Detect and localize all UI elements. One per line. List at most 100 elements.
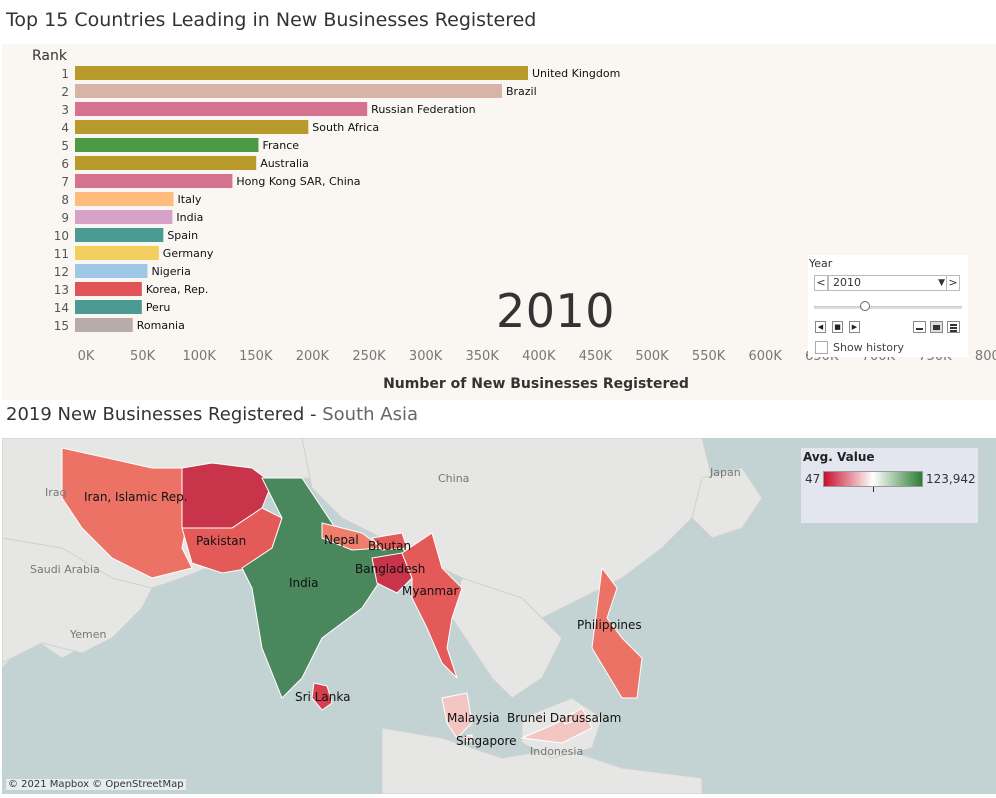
legend-min: 47: [805, 472, 821, 486]
bar[interactable]: [75, 174, 233, 188]
legend-tick: [873, 487, 874, 492]
bar[interactable]: [75, 228, 164, 242]
map-label-nepal: Nepal: [324, 533, 359, 547]
year-filter-label: Year: [809, 257, 833, 270]
rank-tick-label: 7: [61, 175, 69, 189]
x-tick-label: 450K: [579, 349, 613, 364]
map-title: 2019 New Businesses Registered - South A…: [6, 404, 418, 425]
speed-fast-icon[interactable]: [947, 321, 960, 333]
rank-tick-label: 10: [54, 229, 69, 243]
bar-label: Spain: [167, 229, 198, 242]
land-arabia: [2, 537, 153, 664]
region-nepal[interactable]: [321, 522, 384, 551]
legend-gradient: [823, 471, 923, 487]
map-label-bangladesh: Bangladesh: [355, 562, 425, 576]
bar[interactable]: [75, 318, 133, 332]
map-title-region: South Asia: [322, 404, 418, 425]
choropleth-map[interactable]: Iraq Saudi Arabia Yemen China Japan Indo…: [2, 438, 996, 794]
show-history-checkbox[interactable]: [815, 341, 828, 354]
x-tick-label: 500K: [635, 349, 669, 364]
rank-tick-label: 12: [54, 265, 69, 279]
x-tick-label: 800K: [975, 349, 996, 364]
prev-year-button[interactable]: <: [814, 275, 828, 291]
year-select-value: 2010: [833, 276, 861, 289]
map-basemap-label-japan: Japan: [709, 466, 741, 479]
dropdown-caret-icon: ▼: [938, 278, 945, 288]
rank-tick-label: 1: [61, 67, 69, 81]
rank-tick-label: 15: [54, 319, 69, 333]
bar-label: Australia: [260, 157, 309, 170]
year-display: 2010: [496, 284, 616, 338]
bar-label: South Africa: [312, 121, 379, 134]
rank-tick-label: 9: [61, 211, 69, 225]
region-brunei[interactable]: [561, 712, 575, 725]
map-label-malaysia: Malaysia: [447, 711, 499, 725]
region-malaysia[interactable]: [441, 692, 593, 744]
stop-icon[interactable]: ■: [832, 321, 843, 333]
year-slider-track[interactable]: [814, 306, 962, 309]
x-tick-label: 600K: [749, 349, 783, 364]
bar[interactable]: [75, 102, 368, 116]
show-history-label: Show history: [833, 341, 905, 354]
map-label-brunei: Brunei Darussalam: [507, 711, 621, 725]
rank-tick-label: 4: [61, 121, 69, 135]
rank-tick-label: 2: [61, 85, 69, 99]
year-select[interactable]: 2010 ▼: [828, 275, 950, 291]
bar[interactable]: [75, 210, 173, 224]
bar-label: Korea, Rep.: [146, 283, 209, 296]
bar[interactable]: [75, 84, 502, 98]
bar[interactable]: [75, 156, 257, 170]
year-slider-handle[interactable]: [860, 301, 870, 311]
year-filter: Year < 2010 ▼ > ◀ ■ ▶ Show history: [808, 255, 968, 357]
speed-slow-icon[interactable]: [913, 321, 926, 333]
rank-tick-label: 6: [61, 157, 69, 171]
region-bhutan[interactable]: [371, 532, 408, 551]
speed-medium-icon[interactable]: [930, 321, 943, 333]
land-japan: [691, 467, 763, 539]
region-bangladesh[interactable]: [371, 552, 413, 594]
map-label-pakistan: Pakistan: [196, 534, 246, 548]
region-myanmar[interactable]: [401, 532, 463, 679]
region-iran[interactable]: [61, 447, 193, 579]
step-back-icon[interactable]: ◀: [815, 321, 826, 333]
x-tick-label: 300K: [409, 349, 443, 364]
region-philippines[interactable]: [591, 566, 643, 699]
land-indonesia: [381, 727, 703, 794]
chart-title: Top 15 Countries Leading in New Business…: [6, 9, 537, 31]
rank-tick-label: 13: [54, 283, 69, 297]
bar[interactable]: [75, 246, 159, 260]
bar-label: Brazil: [506, 85, 537, 98]
map-label-bhutan: Bhutan: [368, 539, 411, 553]
bar[interactable]: [75, 264, 148, 278]
next-year-button[interactable]: >: [946, 275, 960, 291]
map-basemap-label-saudi: Saudi Arabia: [30, 563, 100, 576]
region-singapore[interactable]: [464, 734, 473, 742]
bar[interactable]: [75, 282, 142, 296]
map-label-philippines: Philippines: [577, 618, 642, 632]
x-tick-label: 550K: [692, 349, 726, 364]
x-tick-label: 250K: [352, 349, 386, 364]
rank-tick-label: 5: [61, 139, 69, 153]
x-tick-label: 0K: [78, 349, 95, 364]
x-tick-label: 150K: [239, 349, 273, 364]
map-panel[interactable]: Iraq Saudi Arabia Yemen China Japan Indo…: [2, 438, 996, 794]
x-tick-label: 400K: [522, 349, 556, 364]
map-basemap-label-indonesia: Indonesia: [530, 745, 583, 758]
map-basemap-label-iraq: Iraq: [45, 486, 67, 499]
bar[interactable]: [75, 300, 142, 314]
bar[interactable]: [75, 138, 259, 152]
bar-label: United Kingdom: [532, 67, 620, 80]
region-sri-lanka[interactable]: [311, 682, 333, 711]
x-tick-label: 100K: [183, 349, 217, 364]
bar[interactable]: [75, 192, 174, 206]
x-tick-label: 200K: [296, 349, 330, 364]
x-axis-label: Number of New Businesses Registered: [383, 376, 689, 392]
x-tick-label: 350K: [466, 349, 500, 364]
bar[interactable]: [75, 66, 528, 80]
play-icon[interactable]: ▶: [849, 321, 860, 333]
rank-tick-label: 11: [54, 247, 69, 261]
bar-label: Hong Kong SAR, China: [236, 175, 360, 188]
map-label-iran: Iran, Islamic Rep.: [84, 490, 188, 504]
bar-label: Romania: [137, 319, 185, 332]
bar[interactable]: [75, 120, 309, 134]
